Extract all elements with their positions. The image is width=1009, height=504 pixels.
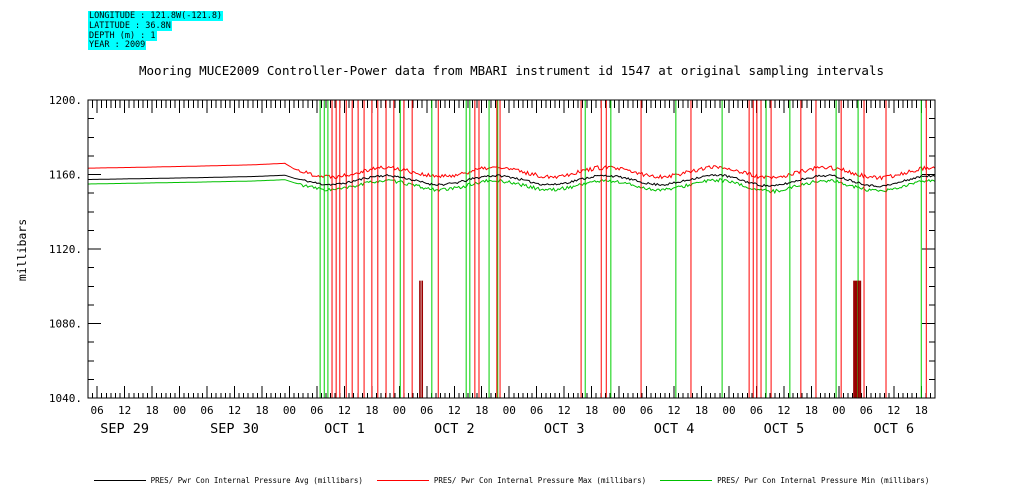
x-day-label: OCT 3: [544, 421, 585, 437]
x-day-label: OCT 1: [324, 421, 365, 437]
x-hour-label: 06: [640, 404, 653, 417]
x-hour-label: 12: [558, 404, 571, 417]
x-day-label: OCT 5: [764, 421, 805, 437]
x-hour-label: 12: [777, 404, 790, 417]
x-hour-label: 12: [338, 404, 351, 417]
plot-frame: [87, 99, 936, 399]
x-hour-label: 06: [310, 404, 323, 417]
chart-legend: PRES/ Pwr Con Internal Pressure Avg (mil…: [88, 474, 935, 487]
legend-label: PRES/ Pwr Con Internal Pressure Min (mil…: [717, 476, 930, 485]
longitude-value: LONGITUDE : 121.8W(-121.8): [88, 11, 224, 21]
legend-line-swatch: [93, 480, 146, 481]
depth-value: DEPTH (m) : 1: [88, 30, 157, 41]
legend-item-avg: PRES/ Pwr Con Internal Pressure Avg (mil…: [93, 476, 363, 485]
x-hour-label: 18: [585, 404, 598, 417]
legend-label: PRES/ Pwr Con Internal Pressure Max (mil…: [433, 476, 647, 485]
x-hour-label: 06: [860, 404, 873, 417]
axis-ticks: [87, 99, 936, 399]
series-avg-line: [88, 173, 936, 188]
x-hour-label: 18: [475, 404, 488, 417]
x-day-label: SEP 30: [210, 421, 259, 437]
metadata-line-year: YEAR : 2009: [88, 40, 223, 51]
x-hour-label: 00: [503, 404, 516, 417]
x-hour-label: 12: [118, 404, 131, 417]
x-hour-label: 18: [915, 404, 928, 417]
x-hour-label: 12: [667, 404, 680, 417]
x-hour-label: 12: [887, 404, 900, 417]
x-day-label: OCT 4: [654, 421, 695, 437]
legend-line-swatch: [376, 480, 429, 481]
legend-label: PRES/ Pwr Con Internal Pressure Avg (mil…: [150, 476, 363, 485]
x-hour-label: 06: [200, 404, 213, 417]
year-value: YEAR : 2009: [88, 40, 147, 51]
y-tick-label: 1080.: [49, 318, 82, 331]
legend-item-min: PRES/ Pwr Con Internal Pressure Min (mil…: [660, 476, 929, 485]
x-hour-label: 12: [228, 404, 241, 417]
x-hour-label: 18: [145, 404, 158, 417]
x-hour-label: 00: [722, 404, 735, 417]
x-hour-label: 06: [420, 404, 433, 417]
y-tick-label: 1160.: [49, 169, 82, 182]
x-hour-label: 06: [530, 404, 543, 417]
x-hour-label: 00: [283, 404, 296, 417]
x-hour-label: 06: [91, 404, 104, 417]
metadata-line-longitude: LONGITUDE : 121.8W(-121.8): [88, 11, 224, 22]
x-day-label: OCT 6: [873, 421, 914, 437]
series-max-line: [87, 162, 936, 181]
x-hour-label: 00: [612, 404, 625, 417]
legend-item-max: PRES/ Pwr Con Internal Pressure Max (mil…: [376, 476, 647, 485]
x-hour-label: 00: [173, 404, 186, 417]
chart-title: Mooring MUCE2009 Controller-Power data f…: [138, 63, 885, 78]
x-day-label: SEP 29: [100, 421, 149, 437]
x-hour-label: 12: [448, 404, 461, 417]
y-tick-label: 1200.: [49, 94, 82, 107]
metadata-line-latitude: LATITUDE : 36.8N: [88, 20, 223, 32]
y-tick-label: 1040.: [49, 392, 82, 405]
y-tick-label: 1120.: [49, 243, 82, 256]
x-day-label: OCT 2: [434, 421, 475, 437]
station-metadata: LONGITUDE : 121.8W(-121.8) LATITUDE : 36…: [88, 11, 224, 51]
x-hour-label: 18: [805, 404, 818, 417]
legend-line-swatch: [660, 480, 713, 481]
glitch-spikes: [319, 100, 927, 398]
series-min-line: [88, 177, 936, 195]
x-hour-label: 18: [365, 404, 378, 417]
x-hour-label: 18: [695, 404, 708, 417]
x-hour-label: 18: [255, 404, 268, 417]
x-hour-label: 00: [832, 404, 845, 417]
latitude-value: LATITUDE : 36.8N: [88, 20, 172, 31]
x-hour-label: 00: [393, 404, 406, 417]
x-hour-label: 06: [750, 404, 763, 417]
metadata-line-depth: DEPTH (m) : 1: [88, 30, 223, 42]
